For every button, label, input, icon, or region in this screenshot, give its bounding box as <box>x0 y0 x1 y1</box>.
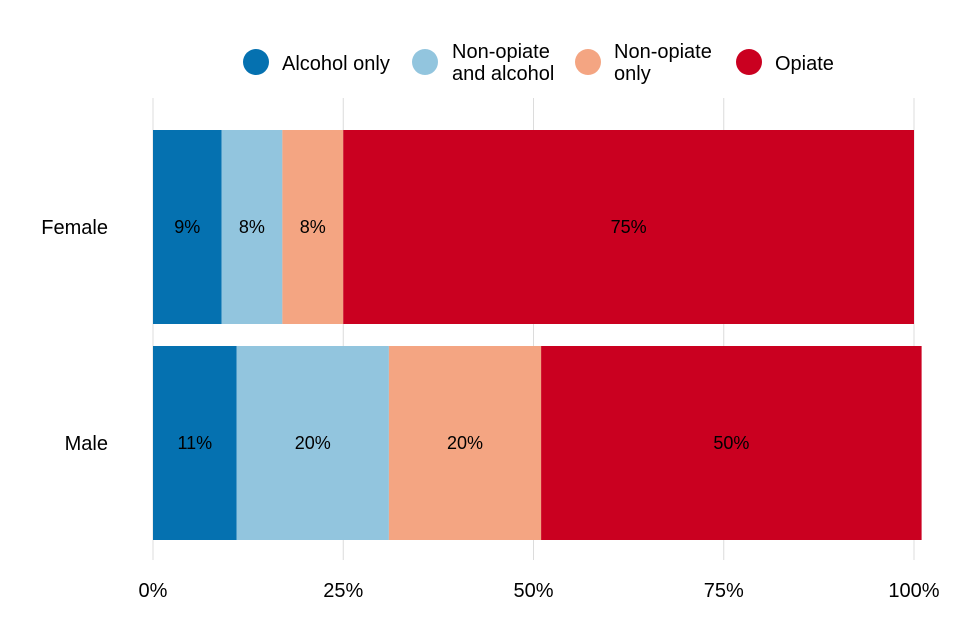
x-tick-label: 0% <box>139 580 168 602</box>
data-label-male-opiate: 50% <box>713 433 749 453</box>
bar-male-opiate <box>541 346 922 540</box>
x-axis: 0% 25% 50% 75% 100% <box>139 580 940 602</box>
legend-label: Non-opiate <box>614 41 712 63</box>
legend-swatch-non-opiate-only <box>575 49 601 75</box>
data-labels: 9% 8% 8% 75% 11% 20% 20% 50% <box>174 217 749 453</box>
bar-female-alcohol-only <box>153 130 222 324</box>
legend-item-opiate: Opiate <box>736 49 834 75</box>
data-label-male-alcohol-only: 11% <box>178 433 213 453</box>
x-tick-label: 100% <box>888 580 939 602</box>
x-tick-label: 50% <box>513 580 553 602</box>
data-label-male-non-opiate-only: 20% <box>447 433 483 453</box>
bar-female-non-opiate-only <box>282 130 344 324</box>
data-label-female-non-opiate-and-alcohol: 8% <box>239 217 265 237</box>
x-tick-label: 25% <box>323 580 363 602</box>
legend-label: Alcohol only <box>282 53 390 75</box>
legend-label: Opiate <box>775 53 834 75</box>
legend-swatch-opiate <box>736 49 762 75</box>
x-tick-label: 75% <box>704 580 744 602</box>
legend-item-alcohol-only: Alcohol only <box>243 49 390 75</box>
bar-male-alcohol-only <box>153 346 237 540</box>
data-label-female-non-opiate-only: 8% <box>300 217 326 237</box>
legend-swatch-alcohol-only <box>243 49 269 75</box>
legend-label: and alcohol <box>452 63 554 85</box>
data-label-male-non-opiate-and-alcohol: 20% <box>295 433 331 453</box>
category-label-female: Female <box>41 217 108 239</box>
legend-label: only <box>614 63 651 85</box>
bar-female-non-opiate-and-alcohol <box>221 130 283 324</box>
data-label-female-opiate: 75% <box>611 217 647 237</box>
bar-male-non-opiate-only <box>388 346 542 540</box>
bar-male-non-opiate-and-alcohol <box>236 346 389 540</box>
legend-label: Non-opiate <box>452 41 550 63</box>
data-label-female-alcohol-only: 9% <box>174 217 200 237</box>
category-label-male: Male <box>65 433 108 455</box>
bars <box>153 130 922 540</box>
bar-female-opiate <box>343 130 914 324</box>
legend-swatch-non-opiate-and-alcohol <box>412 49 438 75</box>
category-axis: Female Male <box>41 217 108 455</box>
